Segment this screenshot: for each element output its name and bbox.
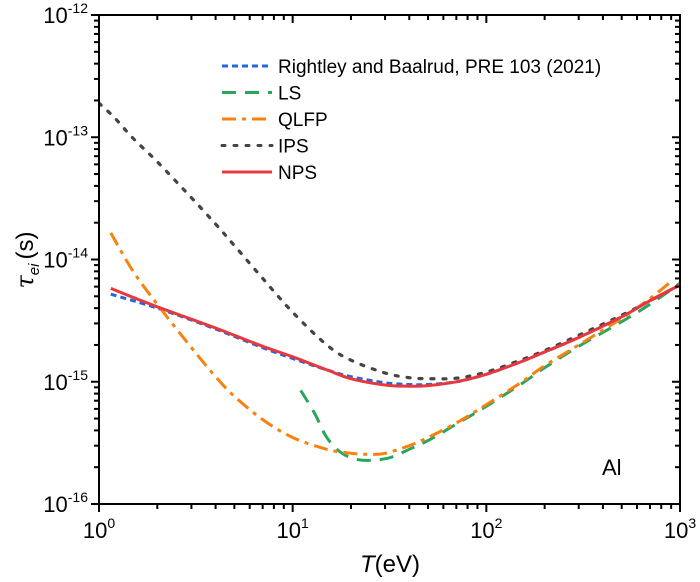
- series-line-nps: [110, 283, 680, 388]
- x-axis-title-units: (eV): [375, 551, 420, 578]
- y-axis-title-symbol: τ: [11, 274, 39, 288]
- y-tick-label: 10-13: [43, 122, 88, 150]
- y-axis-title: τei (s): [11, 232, 43, 289]
- y-tick-label: 10-16: [43, 489, 88, 517]
- x-tick-label: 101: [277, 515, 309, 543]
- plot-frame: [98, 14, 681, 505]
- legend: Rightley and Baalrud, PRE 103 (2021) LS QL…: [220, 57, 601, 184]
- legend-label: LS: [278, 84, 301, 105]
- ticks-layer: [91, 14, 681, 512]
- y-tick-label: 10-14: [43, 245, 88, 273]
- tick-labels-layer: 100 101 102 103 10-16 10-15 10-14 10-13 10-12: [43, 0, 696, 543]
- legend-item: QLFP: [222, 110, 328, 131]
- y-tick-label: 10-15: [43, 367, 88, 395]
- legend-label: IPS: [278, 137, 309, 158]
- legend-label: QLFP: [278, 110, 328, 131]
- legend-label: NPS: [278, 163, 317, 184]
- legend-item: LS: [222, 84, 301, 105]
- y-axis-title-units: (s): [12, 232, 39, 260]
- y-tick-label: 10-12: [43, 0, 88, 28]
- series-line-ips: [99, 101, 680, 381]
- legend-item: IPS: [220, 137, 309, 158]
- x-tick-label: 103: [664, 515, 696, 543]
- x-axis-title-var: T: [360, 551, 377, 578]
- x-tick-label: 100: [83, 515, 115, 543]
- legend-item: NPS: [222, 163, 317, 184]
- x-tick-label: 102: [470, 515, 502, 543]
- x-axis-title: T(eV): [360, 551, 420, 578]
- y-axis-title-subscript: ei: [26, 263, 43, 275]
- series-layer: [99, 101, 680, 462]
- series-line-qlfp: [109, 232, 673, 456]
- legend-label: Rightley and Baalrud, PRE 103 (2021): [278, 57, 601, 78]
- series-line-ls: [299, 281, 680, 462]
- material-annotation: Al: [602, 455, 622, 480]
- legend-item: Rightley and Baalrud, PRE 103 (2021): [222, 57, 601, 78]
